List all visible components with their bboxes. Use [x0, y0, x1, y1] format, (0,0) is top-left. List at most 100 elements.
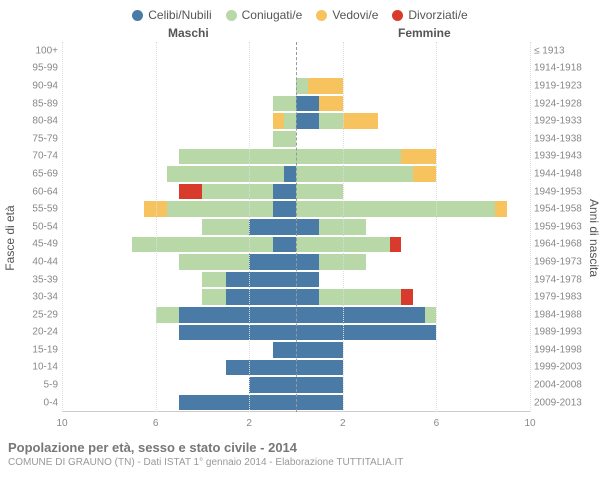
bar-segment: [296, 325, 436, 341]
bar-segment: [425, 307, 437, 323]
bar-male: [0, 219, 296, 235]
bar-segment: [296, 78, 308, 94]
bar-segment: [296, 342, 343, 358]
bar-male: [0, 360, 296, 376]
bar-female: [296, 342, 600, 358]
bar-male: [0, 342, 296, 358]
legend-item: Vedovi/e: [316, 8, 378, 22]
legend-label: Celibi/Nubili: [148, 8, 211, 22]
bar-segment: [296, 149, 401, 165]
bar-segment: [226, 289, 296, 305]
bar-female: [296, 219, 600, 235]
x-tick: 2: [340, 418, 346, 429]
bar-male: [0, 113, 296, 129]
legend-swatch: [132, 10, 143, 21]
bar-male: [0, 307, 296, 323]
bar-male: [0, 272, 296, 288]
legend-swatch: [316, 10, 327, 21]
bar-segment: [296, 395, 343, 411]
bar-male: [0, 43, 296, 59]
bar-female: [296, 377, 600, 393]
bar-female: [296, 166, 600, 182]
x-tick: 6: [153, 418, 159, 429]
bar-segment: [273, 131, 296, 147]
bar-segment: [296, 96, 319, 112]
bar-segment: [401, 149, 436, 165]
gender-headers: Maschi Femmine: [8, 26, 592, 42]
legend-item: Divorziati/e: [392, 8, 467, 22]
bar-female: [296, 131, 600, 147]
legend: Celibi/Nubili Coniugati/e Vedovi/e Divorzia…: [8, 8, 592, 22]
bar-segment: [273, 201, 296, 217]
bar-male: [0, 237, 296, 253]
bar-male: [0, 395, 296, 411]
bar-female: [296, 43, 600, 59]
bar-segment: [296, 166, 413, 182]
x-tick: 6: [434, 418, 440, 429]
bar-segment: [284, 166, 296, 182]
legend-label: Vedovi/e: [332, 8, 378, 22]
bar-segment: [273, 184, 296, 200]
bar-segment: [308, 78, 343, 94]
header-female: Femmine: [398, 26, 451, 40]
bar-segment: [226, 360, 296, 376]
chart-subtitle: COMUNE DI GRAUNO (TN) - Dati ISTAT 1° ge…: [8, 457, 592, 468]
bar-segment: [319, 113, 342, 129]
bar-segment: [495, 201, 507, 217]
legend-swatch: [392, 10, 403, 21]
bar-segment: [273, 96, 296, 112]
bar-segment: [179, 395, 296, 411]
bar-segment: [296, 360, 343, 376]
x-gridline: [62, 42, 63, 412]
bar-segment: [202, 272, 225, 288]
bar-segment: [390, 237, 402, 253]
bar-segment: [273, 113, 285, 129]
bar-female: [296, 78, 600, 94]
bar-male: [0, 377, 296, 393]
bar-segment: [167, 201, 272, 217]
bar-male: [0, 149, 296, 165]
bar-female: [296, 254, 600, 270]
bar-segment: [167, 166, 284, 182]
bar-female: [296, 289, 600, 305]
bar-segment: [284, 113, 296, 129]
bar-segment: [179, 184, 202, 200]
bar-segment: [202, 219, 249, 235]
bar-segment: [296, 184, 343, 200]
bar-segment: [179, 254, 249, 270]
bar-segment: [296, 272, 319, 288]
bar-segment: [296, 113, 319, 129]
bar-female: [296, 184, 600, 200]
bar-male: [0, 325, 296, 341]
bar-female: [296, 201, 600, 217]
bar-segment: [273, 237, 296, 253]
bar-male: [0, 166, 296, 182]
bar-segment: [296, 289, 319, 305]
legend-label: Divorziati/e: [408, 8, 467, 22]
bar-male: [0, 184, 296, 200]
population-pyramid-chart: Celibi/Nubili Coniugati/e Vedovi/e Divorzia…: [0, 0, 600, 500]
bar-female: [296, 237, 600, 253]
bar-segment: [296, 377, 343, 393]
x-gridline: [436, 42, 437, 412]
x-gridline: [156, 42, 157, 412]
chart-title: Popolazione per età, sesso e stato civil…: [8, 440, 592, 455]
legend-item: Celibi/Nubili: [132, 8, 211, 22]
bar-segment: [226, 272, 296, 288]
bar-segment: [319, 289, 401, 305]
center-divider: [296, 42, 297, 412]
bar-segment: [249, 377, 296, 393]
bar-female: [296, 395, 600, 411]
header-male: Maschi: [168, 26, 209, 40]
bar-segment: [343, 113, 378, 129]
bar-male: [0, 131, 296, 147]
bar-male: [0, 61, 296, 77]
legend-swatch: [226, 10, 237, 21]
bar-segment: [179, 149, 296, 165]
x-gridline: [530, 42, 531, 412]
legend-label: Coniugati/e: [242, 8, 303, 22]
bar-female: [296, 96, 600, 112]
bar-segment: [401, 289, 413, 305]
x-tick: 2: [246, 418, 252, 429]
bar-segment: [202, 184, 272, 200]
